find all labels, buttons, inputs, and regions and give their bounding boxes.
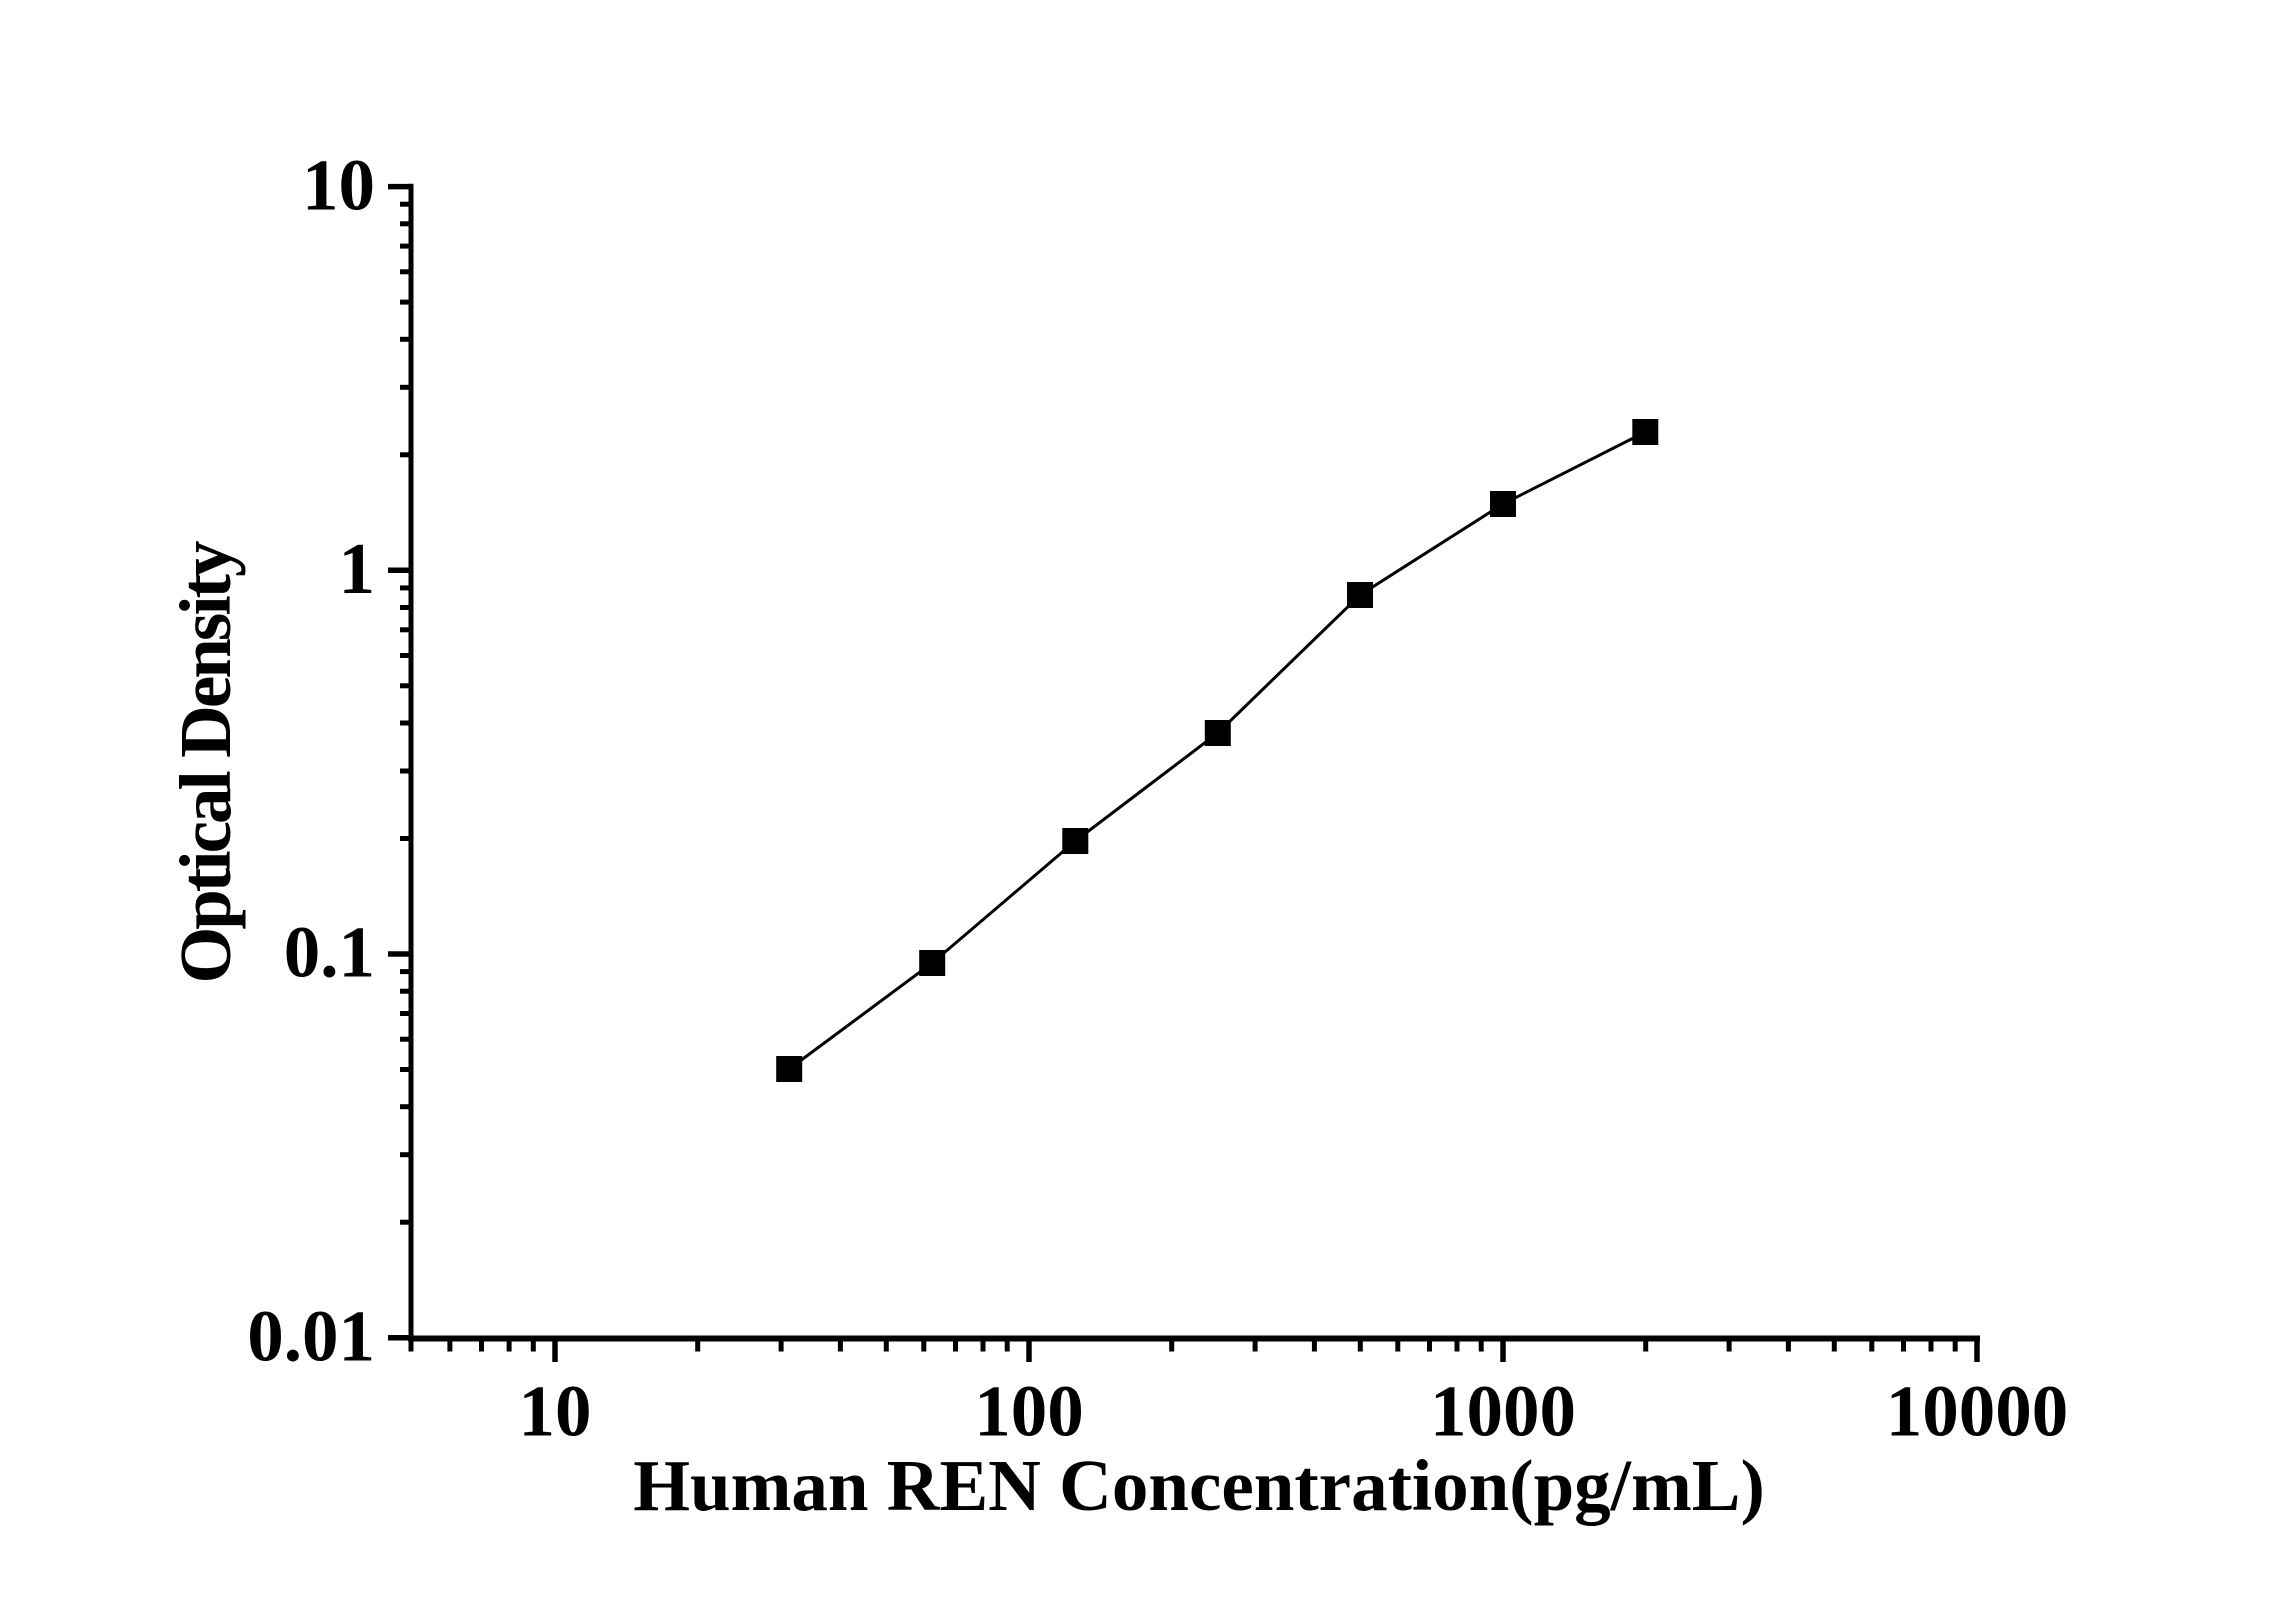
svg-text:10000: 10000 (1886, 1371, 2069, 1452)
svg-text:10: 10 (519, 1371, 592, 1452)
svg-text:0.01: 0.01 (247, 1295, 375, 1376)
svg-text:100: 100 (974, 1371, 1084, 1452)
svg-text:Human REN Concentration(pg/mL): Human REN Concentration(pg/mL) (633, 1445, 1765, 1526)
svg-text:0.1: 0.1 (284, 912, 375, 993)
svg-text:Optical Density: Optical Density (165, 541, 246, 984)
svg-text:10: 10 (302, 144, 375, 225)
svg-text:1000: 1000 (1430, 1371, 1576, 1452)
svg-text:1: 1 (339, 528, 376, 609)
